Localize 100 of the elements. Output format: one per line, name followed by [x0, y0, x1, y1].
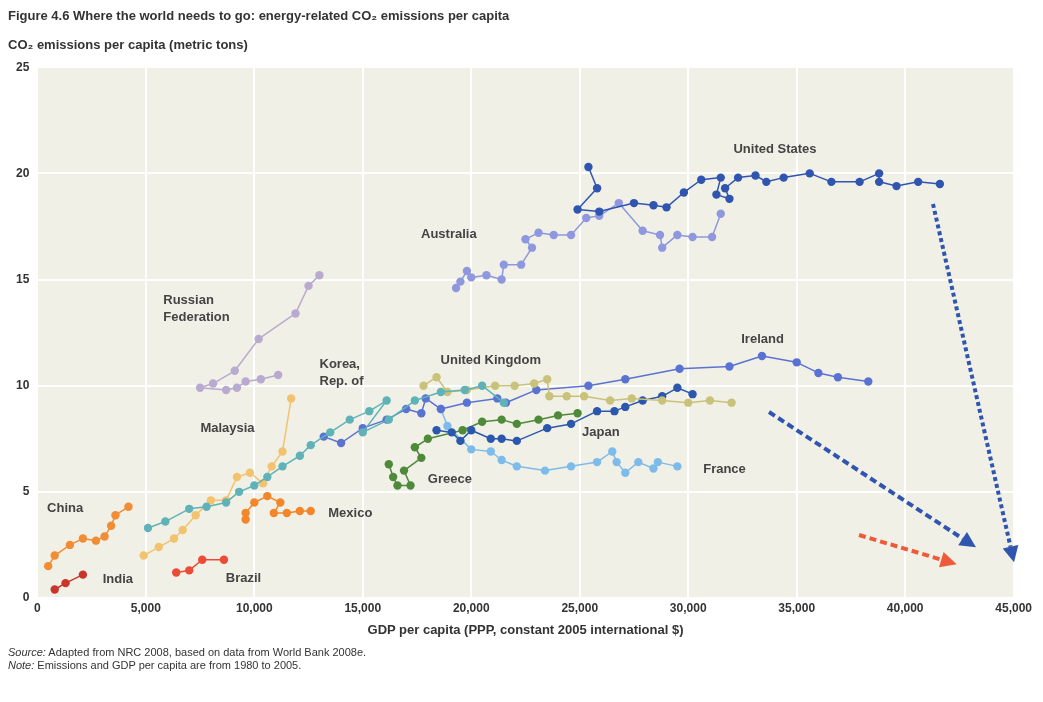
point: [727, 398, 736, 407]
y-tick-label: 0: [22, 590, 30, 605]
text: Malaysia: [200, 419, 256, 435]
point: [649, 201, 658, 210]
point: [250, 481, 259, 490]
point: [716, 209, 725, 218]
point: [705, 396, 715, 405]
point: [143, 523, 153, 533]
point: [178, 525, 187, 535]
x-tick-label: 10,000: [235, 600, 273, 615]
point: [653, 457, 663, 467]
point: [605, 396, 615, 405]
point: [254, 334, 263, 344]
series-label: Japan: [582, 424, 620, 440]
point: [913, 177, 923, 187]
point: [419, 381, 428, 390]
point: [521, 234, 530, 244]
point: [185, 504, 194, 514]
point: [725, 362, 734, 371]
point: [566, 230, 576, 240]
point: [241, 508, 250, 518]
point: [191, 511, 200, 520]
point: [44, 561, 53, 571]
x-tick-label: 45,000: [995, 600, 1033, 615]
point: [477, 417, 487, 426]
point: [276, 498, 285, 507]
point: [388, 472, 398, 482]
point: [629, 198, 639, 208]
point: [490, 381, 500, 390]
point: [269, 508, 279, 518]
y-tick-label: 10: [15, 377, 30, 392]
point: [634, 457, 643, 467]
point: [221, 385, 231, 395]
point: [382, 396, 391, 405]
point: [234, 487, 244, 497]
point: [345, 415, 354, 424]
point: [306, 440, 315, 450]
point: [456, 277, 465, 286]
point: [510, 381, 519, 390]
point: [172, 568, 181, 577]
chart-title: Figure 4.6 Where the world needs to go: energy-related CO₂ emissions per capita: [8, 8, 511, 23]
point: [417, 453, 426, 463]
point: [688, 389, 697, 399]
point: [358, 428, 367, 437]
point: [712, 190, 721, 199]
x-tick-label: 30,000: [669, 600, 707, 615]
x-tick-label: 0: [34, 600, 41, 615]
point: [295, 506, 305, 516]
point: [208, 379, 218, 388]
point: [282, 508, 292, 518]
point: [553, 411, 563, 420]
point: [78, 534, 88, 543]
point: [106, 521, 116, 531]
point: [230, 366, 239, 376]
series-label: Brazil: [225, 569, 262, 585]
point: [61, 578, 70, 588]
point: [874, 169, 884, 178]
point: [827, 177, 836, 187]
point: [462, 266, 472, 276]
point: [566, 462, 576, 471]
point: [78, 570, 88, 579]
point: [573, 409, 582, 418]
point: [527, 243, 537, 252]
point: [273, 370, 283, 380]
point: [534, 228, 543, 238]
y-tick-label: 15: [15, 271, 30, 286]
point: [497, 434, 506, 443]
point: [295, 451, 305, 460]
point: [627, 394, 637, 403]
series-label: Mexico: [328, 504, 373, 520]
point: [733, 173, 743, 182]
point: [232, 472, 242, 482]
point: [679, 188, 689, 197]
y-tick-label: 5: [22, 484, 30, 499]
point: [410, 443, 420, 452]
text: Australia: [421, 225, 478, 241]
point: [621, 402, 630, 412]
point: [410, 396, 420, 405]
point: [263, 491, 272, 501]
point: [423, 434, 433, 443]
point: [542, 375, 552, 384]
point: [540, 466, 550, 475]
point: [482, 271, 491, 280]
point: [497, 455, 506, 465]
point: [486, 434, 495, 443]
point: [462, 398, 472, 407]
point: [232, 383, 242, 392]
point: [874, 177, 884, 187]
point: [592, 457, 602, 467]
point: [447, 428, 456, 437]
point: [707, 232, 717, 242]
point: [499, 260, 508, 269]
point: [579, 392, 589, 401]
point: [406, 481, 415, 490]
point: [65, 540, 75, 550]
point: [436, 387, 446, 397]
point: [512, 419, 522, 429]
text: Note: Emissions and GDP per capita are from 1980 to 2005.: [8, 659, 303, 671]
series-label: China: [47, 500, 84, 516]
point: [697, 175, 706, 184]
